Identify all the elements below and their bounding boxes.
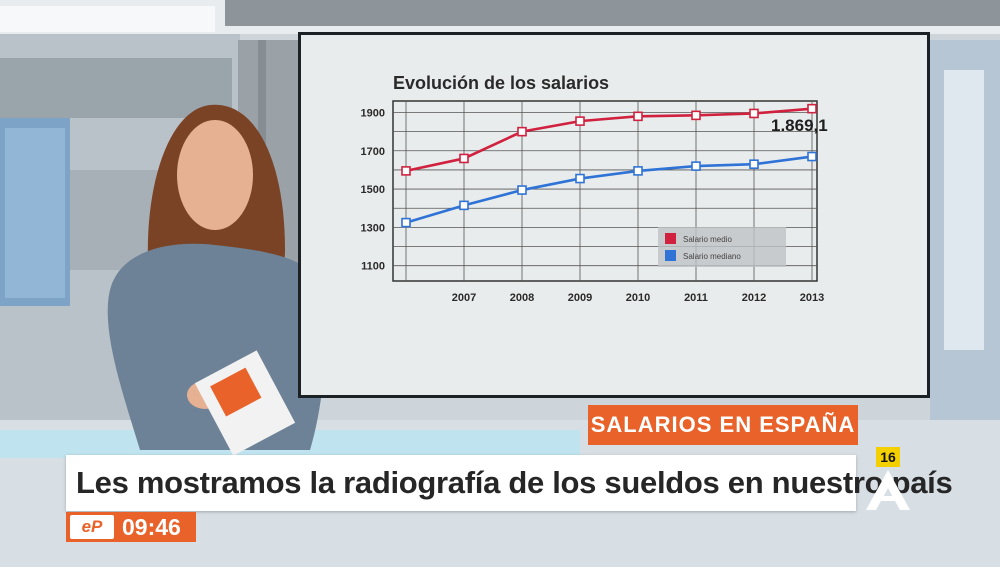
y-tick-label: 1300 [361, 222, 385, 234]
x-tick-label: 2012 [742, 292, 766, 304]
data-point [401, 217, 411, 228]
data-point [459, 153, 469, 164]
chart-title: Evolución de los salarios [393, 73, 609, 93]
chart-grid [392, 100, 818, 282]
data-point [575, 116, 585, 126]
series-line-salario-medio [405, 107, 813, 173]
x-tick-label: 2007 [452, 292, 476, 304]
data-point [691, 161, 701, 171]
y-tick-label: 1100 [361, 261, 385, 273]
series-line-salario-mediano [405, 155, 813, 224]
program-logo: eP [70, 515, 114, 539]
x-tick-label: 2009 [568, 292, 592, 304]
x-tick-label: 2013 [800, 292, 824, 304]
age-rating-badge: 16 [876, 447, 900, 467]
legend-swatch-salario-mediano [665, 250, 676, 261]
x-tick-label: 2011 [684, 292, 708, 304]
data-point [633, 166, 643, 176]
chart-legend: Salario medio Salario mediano [658, 227, 786, 267]
data-point [459, 200, 469, 211]
tv-screen: Evolución de los salarios 1100 1300 1500 17… [298, 32, 930, 398]
headline-text: Les mostramos la radiografía de los suel… [76, 465, 953, 500]
data-point [633, 111, 643, 122]
antena3-logo-icon [866, 470, 910, 510]
data-point [517, 126, 527, 137]
plot-frame [392, 100, 818, 282]
x-tick-label: 2010 [626, 292, 650, 304]
x-tick-label: 2008 [510, 292, 534, 304]
clock-time: 09:46 [122, 513, 181, 540]
y-axis-ticks: 1100 1300 1500 1700 1900 [361, 107, 385, 272]
x-axis-ticks: 2007 2008 2009 2010 2011 2012 2013 [452, 292, 824, 304]
chart-series [401, 103, 817, 228]
chart-annotation: 1.869,1 [771, 116, 828, 135]
legend-label-salario-mediano: Salario mediano [683, 252, 741, 261]
data-point [575, 173, 585, 184]
topic-banner: SALARIOS EN ESPAÑA [588, 405, 858, 445]
data-point [807, 151, 817, 162]
salary-chart: Evolución de los salarios 1100 1300 1500 17… [361, 73, 828, 304]
y-tick-label: 1500 [361, 184, 385, 196]
data-point [807, 103, 817, 114]
legend-label-salario-medio: Salario medio [683, 235, 732, 244]
data-point [517, 185, 527, 195]
y-tick-label: 1900 [361, 107, 385, 119]
headline-bar: Les mostramos la radiografía de los suel… [66, 455, 953, 511]
data-point [401, 166, 411, 176]
data-point [691, 110, 701, 121]
y-tick-label: 1700 [361, 146, 385, 158]
data-point [749, 108, 759, 119]
legend-swatch-salario-medio [665, 233, 676, 244]
program-bug: eP 09:46 [66, 512, 196, 542]
data-point [749, 159, 759, 169]
